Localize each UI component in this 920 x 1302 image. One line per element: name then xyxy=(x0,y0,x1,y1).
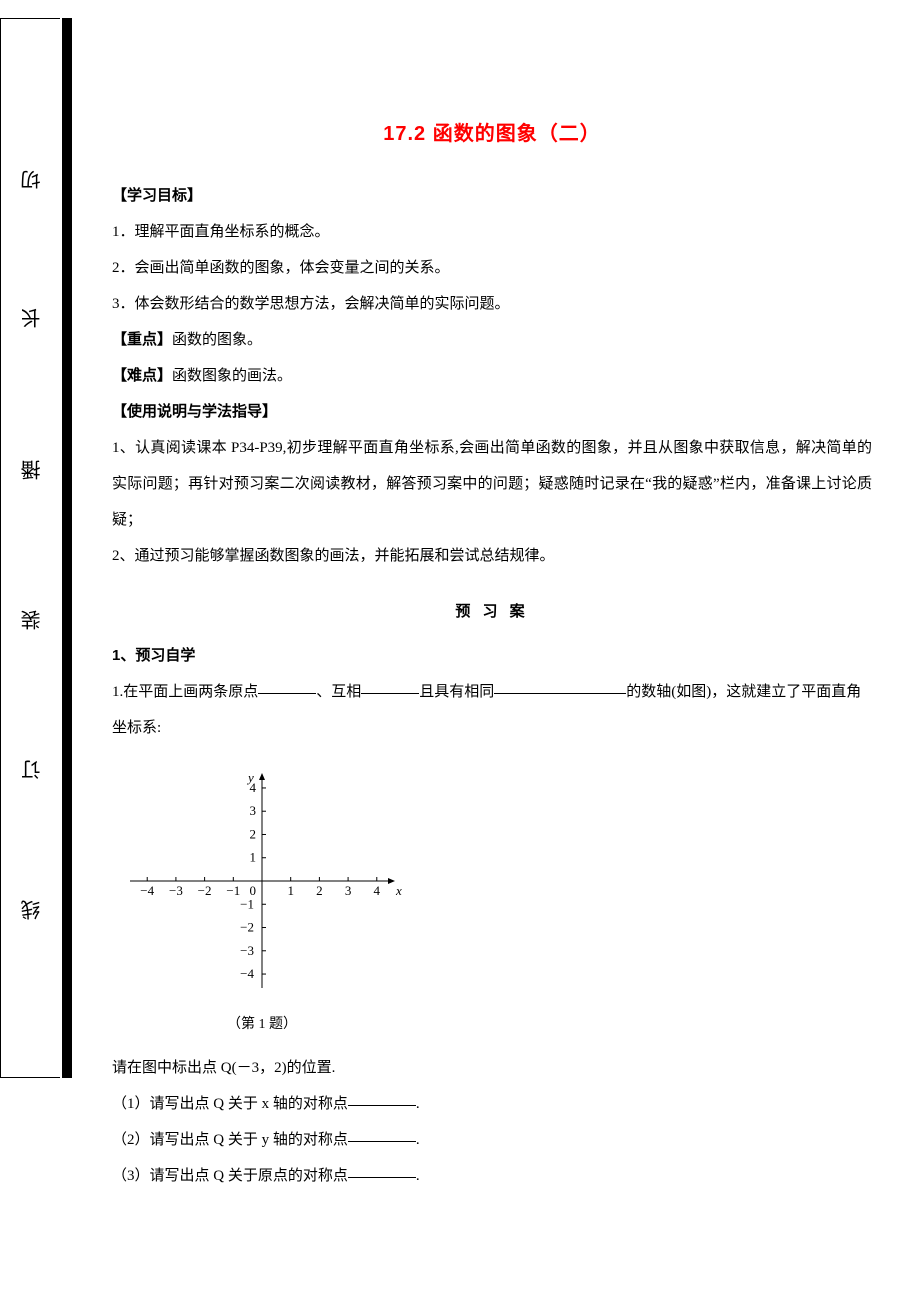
margin-char-1: 切 xyxy=(18,170,47,190)
q1-sub1: （1）请写出点 Q 关于 x 轴的对称点. xyxy=(112,1086,872,1122)
margin-char-2: 长 xyxy=(18,308,47,328)
difficulty-head: 【难点】 xyxy=(112,367,172,384)
margin-char-4: 装 xyxy=(18,610,47,630)
page-content: 17.2 函数的图象（二） 【学习目标】 1．理解平面直角坐标系的概念。 2．会… xyxy=(112,110,872,1194)
svg-text:y: y xyxy=(246,770,254,785)
margin-char-5: 订 xyxy=(18,760,47,780)
difficulty-line: 【难点】函数图象的画法。 xyxy=(112,358,872,394)
svg-text:0: 0 xyxy=(250,883,257,898)
q1-sub3-period: . xyxy=(416,1168,420,1184)
goal-3: 3．体会数形结合的数学思想方法，会解决简单的实际问题。 xyxy=(112,286,872,322)
q1-mid2: 且具有相同 xyxy=(419,684,494,700)
svg-text:1: 1 xyxy=(287,883,294,898)
q1-sub3: （3）请写出点 Q 关于原点的对称点. xyxy=(112,1158,872,1194)
goal-2: 2．会画出简单函数的图象，体会变量之间的关系。 xyxy=(112,250,872,286)
preview-subhead: 1、预习自学 xyxy=(112,638,872,674)
q1-sub2: （2）请写出点 Q 关于 y 轴的对称点. xyxy=(112,1122,872,1158)
usage-p2: 2、通过预习能够掌握函数图象的画法，并能拓展和尝试总结规律。 xyxy=(112,538,872,574)
blank-sub3[interactable] xyxy=(348,1163,416,1178)
svg-text:−3: −3 xyxy=(169,883,183,898)
keypoint-line: 【重点】函数的图象。 xyxy=(112,322,872,358)
q1-pre: 1.在平面上画两条原点 xyxy=(112,684,258,700)
q1-sub1-pre: （1）请写出点 Q 关于 x 轴的对称点 xyxy=(112,1096,348,1112)
vertical-black-bar xyxy=(62,18,72,1078)
svg-text:x: x xyxy=(395,883,402,898)
svg-text:2: 2 xyxy=(316,883,323,898)
keypoint-head: 【重点】 xyxy=(112,331,172,348)
q1-after: 请在图中标出点 Q(－3，2)的位置. xyxy=(112,1050,872,1086)
blank-sub2[interactable] xyxy=(348,1127,416,1142)
q1-sub3-pre: （3）请写出点 Q 关于原点的对称点 xyxy=(112,1168,348,1184)
margin-char-3: 播 xyxy=(18,460,47,480)
page-title: 17.2 函数的图象（二） xyxy=(112,110,872,158)
q1-sub1-period: . xyxy=(416,1096,420,1112)
svg-text:3: 3 xyxy=(250,803,257,818)
usage-p1: 1、认真阅读课本 P34-P39,初步理解平面直角坐标系,会画出简单函数的图象，… xyxy=(112,430,872,538)
margin-char-6: 线 xyxy=(18,900,47,920)
svg-text:4: 4 xyxy=(374,883,381,898)
coordinate-svg: −4−3−2−11234−4−3−2−112340xy xyxy=(112,756,412,1006)
svg-text:−2: −2 xyxy=(198,883,212,898)
coordinate-chart: −4−3−2−11234−4−3−2−112340xy （第 1 题） xyxy=(112,756,872,1042)
blank-3[interactable] xyxy=(494,679,626,694)
keypoint-body: 函数的图象。 xyxy=(172,332,262,348)
blank-sub1[interactable] xyxy=(348,1091,416,1106)
difficulty-body: 函数图象的画法。 xyxy=(172,368,292,384)
question-1: 1.在平面上画两条原点、互相且具有相同的数轴(如图)，这就建立了平面直角坐标系: xyxy=(112,674,872,746)
q1-sub2-period: . xyxy=(416,1132,420,1148)
svg-text:−4: −4 xyxy=(240,966,254,981)
q1-mid1: 、互相 xyxy=(316,684,361,700)
svg-text:−4: −4 xyxy=(140,883,154,898)
q1-sub2-pre: （2）请写出点 Q 关于 y 轴的对称点 xyxy=(112,1132,348,1148)
svg-text:−1: −1 xyxy=(240,896,254,911)
blank-1[interactable] xyxy=(258,679,316,694)
blank-2[interactable] xyxy=(361,679,419,694)
svg-text:−1: −1 xyxy=(226,883,240,898)
svg-text:3: 3 xyxy=(345,883,352,898)
goals-heading: 【学习目标】 xyxy=(112,178,872,214)
usage-heading: 【使用说明与学法指导】 xyxy=(112,394,872,430)
svg-text:1: 1 xyxy=(250,850,257,865)
chart-caption: （第 1 题） xyxy=(112,1008,412,1042)
svg-text:−2: −2 xyxy=(240,920,254,935)
svg-text:−3: −3 xyxy=(240,943,254,958)
preview-heading: 预 习 案 xyxy=(112,594,872,630)
svg-text:2: 2 xyxy=(250,826,257,841)
goal-1: 1．理解平面直角坐标系的概念。 xyxy=(112,214,872,250)
